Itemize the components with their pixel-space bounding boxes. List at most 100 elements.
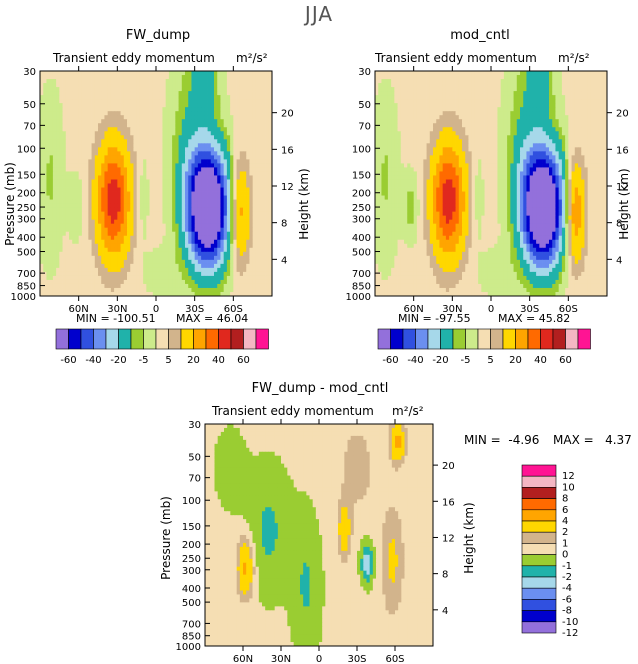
lat-tick-label: 30S xyxy=(520,304,539,315)
height-tick-label: 8 xyxy=(281,219,287,230)
legend-swatch xyxy=(521,464,557,477)
height-tick-label: 16 xyxy=(616,145,629,156)
pressure-tick-label: 30 xyxy=(358,67,371,78)
pressure-tick-label: 700 xyxy=(182,619,201,630)
panel-subtitle: Transient eddy momentum xyxy=(211,404,374,418)
legend-swatch xyxy=(477,328,491,350)
legend-label: 60 xyxy=(559,355,572,366)
legend-swatch xyxy=(521,543,557,555)
legend-swatch xyxy=(155,328,169,350)
pressure-tick-label: 150 xyxy=(352,170,371,181)
pressure-tick-label: 200 xyxy=(352,189,371,200)
pressure-tick-label: 300 xyxy=(17,215,36,226)
legend-swatch xyxy=(521,498,557,511)
legend-label: -12 xyxy=(562,628,578,639)
legend-swatch xyxy=(465,328,479,350)
panel-units: m²/s² xyxy=(558,51,590,65)
legend-swatch xyxy=(502,328,516,350)
pressure-tick-label: 500 xyxy=(352,248,371,259)
pressure-tick-label: 1000 xyxy=(176,642,201,653)
legend-label: -40 xyxy=(407,355,423,366)
legend-label: -8 xyxy=(562,606,572,617)
legend-swatch xyxy=(68,328,82,350)
legend-swatch xyxy=(521,599,557,611)
pressure-tick-label: 100 xyxy=(352,144,371,155)
height-tick-label: 4 xyxy=(281,255,287,266)
color-legend: -60 -40 -20 -5 5 20 40 60 xyxy=(55,328,269,366)
lat-tick-label: 0 xyxy=(153,304,159,315)
y-axis-label-pressure: Pressure (mb) xyxy=(3,162,17,246)
pressure-tick-label: 70 xyxy=(358,121,371,132)
legend-label: -60 xyxy=(60,355,76,366)
legend-label: 10 xyxy=(562,482,575,493)
legend-swatch xyxy=(93,328,107,350)
legend-label: -1 xyxy=(562,561,572,572)
legend-label: 8 xyxy=(562,494,568,505)
legend-label: 40 xyxy=(212,355,225,366)
pressure-tick-label: 200 xyxy=(17,189,36,200)
legend-label: -40 xyxy=(85,355,101,366)
height-tick-label: 12 xyxy=(281,182,294,193)
lat-tick-label: 30S xyxy=(185,304,204,315)
panel-fw-dump: FW_dump Transient eddy momentum m²/s² 30… xyxy=(3,28,311,366)
legend-swatch xyxy=(521,554,557,567)
lat-tick-label: 60N xyxy=(69,304,89,315)
legend-swatch xyxy=(377,328,391,350)
legend-swatch xyxy=(218,328,232,350)
pressure-tick-label: 30 xyxy=(23,67,36,78)
legend-swatch xyxy=(143,328,157,350)
lat-tick-label: 60S xyxy=(559,304,578,315)
contour-cells xyxy=(40,71,273,297)
legend-label: 5 xyxy=(165,355,171,366)
panel-units: m²/s² xyxy=(236,51,268,65)
pressure-tick-label: 100 xyxy=(17,144,36,155)
legend-swatch xyxy=(193,328,207,350)
legend-swatch xyxy=(130,328,144,350)
panel-subtitle: Transient eddy momentum xyxy=(52,51,215,65)
pressure-tick-label: 400 xyxy=(182,584,201,595)
contour-cells xyxy=(205,424,434,647)
legend-swatch xyxy=(552,328,566,350)
pressure-tick-label: 500 xyxy=(17,248,36,259)
legend-label: 1 xyxy=(562,538,568,549)
legend-swatch xyxy=(415,328,429,350)
legend-label: -2 xyxy=(562,572,572,583)
legend-label: 0 xyxy=(562,550,568,561)
pressure-tick-label: 70 xyxy=(23,121,36,132)
legend-label: -4 xyxy=(562,583,572,594)
legend-label: 5 xyxy=(487,355,493,366)
legend-swatch xyxy=(168,328,182,350)
panel-title: FW_dump xyxy=(126,28,190,43)
legend-swatch xyxy=(521,487,557,499)
lat-tick-label: 30N xyxy=(107,304,127,315)
height-tick-label: 4 xyxy=(442,606,448,617)
legend-swatch xyxy=(390,328,404,350)
lat-tick-label: 30S xyxy=(347,654,366,664)
height-tick-label: 8 xyxy=(616,219,622,230)
legend-swatch xyxy=(490,328,504,350)
pressure-tick-label: 250 xyxy=(352,203,371,214)
legend-swatch xyxy=(540,328,554,350)
legend-swatch xyxy=(452,328,466,350)
lat-tick-label: 30N xyxy=(442,304,462,315)
pressure-tick-label: 850 xyxy=(352,282,371,293)
max-label: MAX = 46.04 xyxy=(176,312,248,325)
legend-swatch xyxy=(55,328,69,350)
pressure-tick-label: 70 xyxy=(188,474,201,485)
lat-tick-label: 30N xyxy=(271,654,291,664)
panel-subtitle: Transient eddy momentum xyxy=(374,51,537,65)
pressure-tick-label: 50 xyxy=(358,100,371,111)
legend-swatch xyxy=(521,576,557,589)
pressure-tick-label: 500 xyxy=(182,598,201,609)
legend-swatch xyxy=(230,328,244,350)
pressure-tick-label: 700 xyxy=(17,269,36,280)
contour-cells xyxy=(375,71,608,297)
legend-swatch xyxy=(521,565,557,578)
legend-swatch xyxy=(521,509,557,522)
legend-swatch xyxy=(521,621,557,634)
height-tick-label: 20 xyxy=(442,461,455,472)
lat-tick-label: 0 xyxy=(316,654,322,664)
panel-mod-cntl: mod_cntl Transient eddy momentum m²/s² 3… xyxy=(346,28,631,366)
